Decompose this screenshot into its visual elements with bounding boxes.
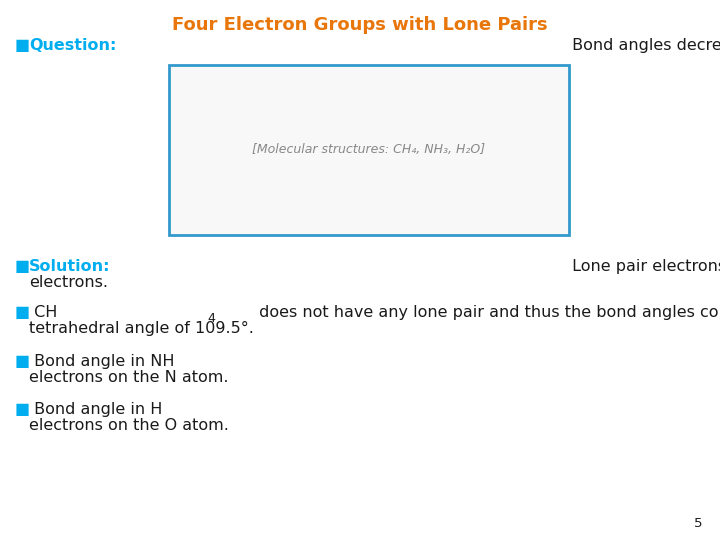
- Text: ■: ■: [14, 402, 30, 417]
- Text: Question:: Question:: [29, 38, 116, 53]
- Text: Four Electron Groups with Lone Pairs: Four Electron Groups with Lone Pairs: [172, 16, 548, 34]
- Text: 4: 4: [207, 312, 215, 325]
- Text: does not have any lone pair and thus the bond angles correspond to ideal: does not have any lone pair and thus the…: [254, 305, 720, 320]
- Text: Bond angle in NH: Bond angle in NH: [29, 354, 174, 369]
- Text: Bond angles decrease in the following order: CH: Bond angles decrease in the following or…: [567, 38, 720, 53]
- Text: ■: ■: [14, 259, 30, 274]
- Text: Solution:: Solution:: [29, 259, 110, 274]
- Text: tetrahedral angle of 109.5°.: tetrahedral angle of 109.5°.: [29, 321, 253, 336]
- Text: ■: ■: [14, 354, 30, 369]
- Text: electrons.: electrons.: [29, 275, 108, 291]
- Text: Lone pair electrons generally exert greater repulsions than bonding: Lone pair electrons generally exert grea…: [567, 259, 720, 274]
- FancyBboxPatch shape: [169, 65, 569, 235]
- Text: CH: CH: [29, 305, 57, 320]
- Text: electrons on the O atom.: electrons on the O atom.: [29, 418, 229, 434]
- Text: [Molecular structures: CH₄, NH₃, H₂O]: [Molecular structures: CH₄, NH₃, H₂O]: [253, 143, 485, 157]
- Text: ■: ■: [14, 305, 30, 320]
- Text: ■: ■: [14, 38, 30, 53]
- Text: 5: 5: [693, 517, 702, 530]
- Text: Bond angle in H: Bond angle in H: [29, 402, 162, 417]
- Text: electrons on the N atom.: electrons on the N atom.: [29, 370, 228, 385]
